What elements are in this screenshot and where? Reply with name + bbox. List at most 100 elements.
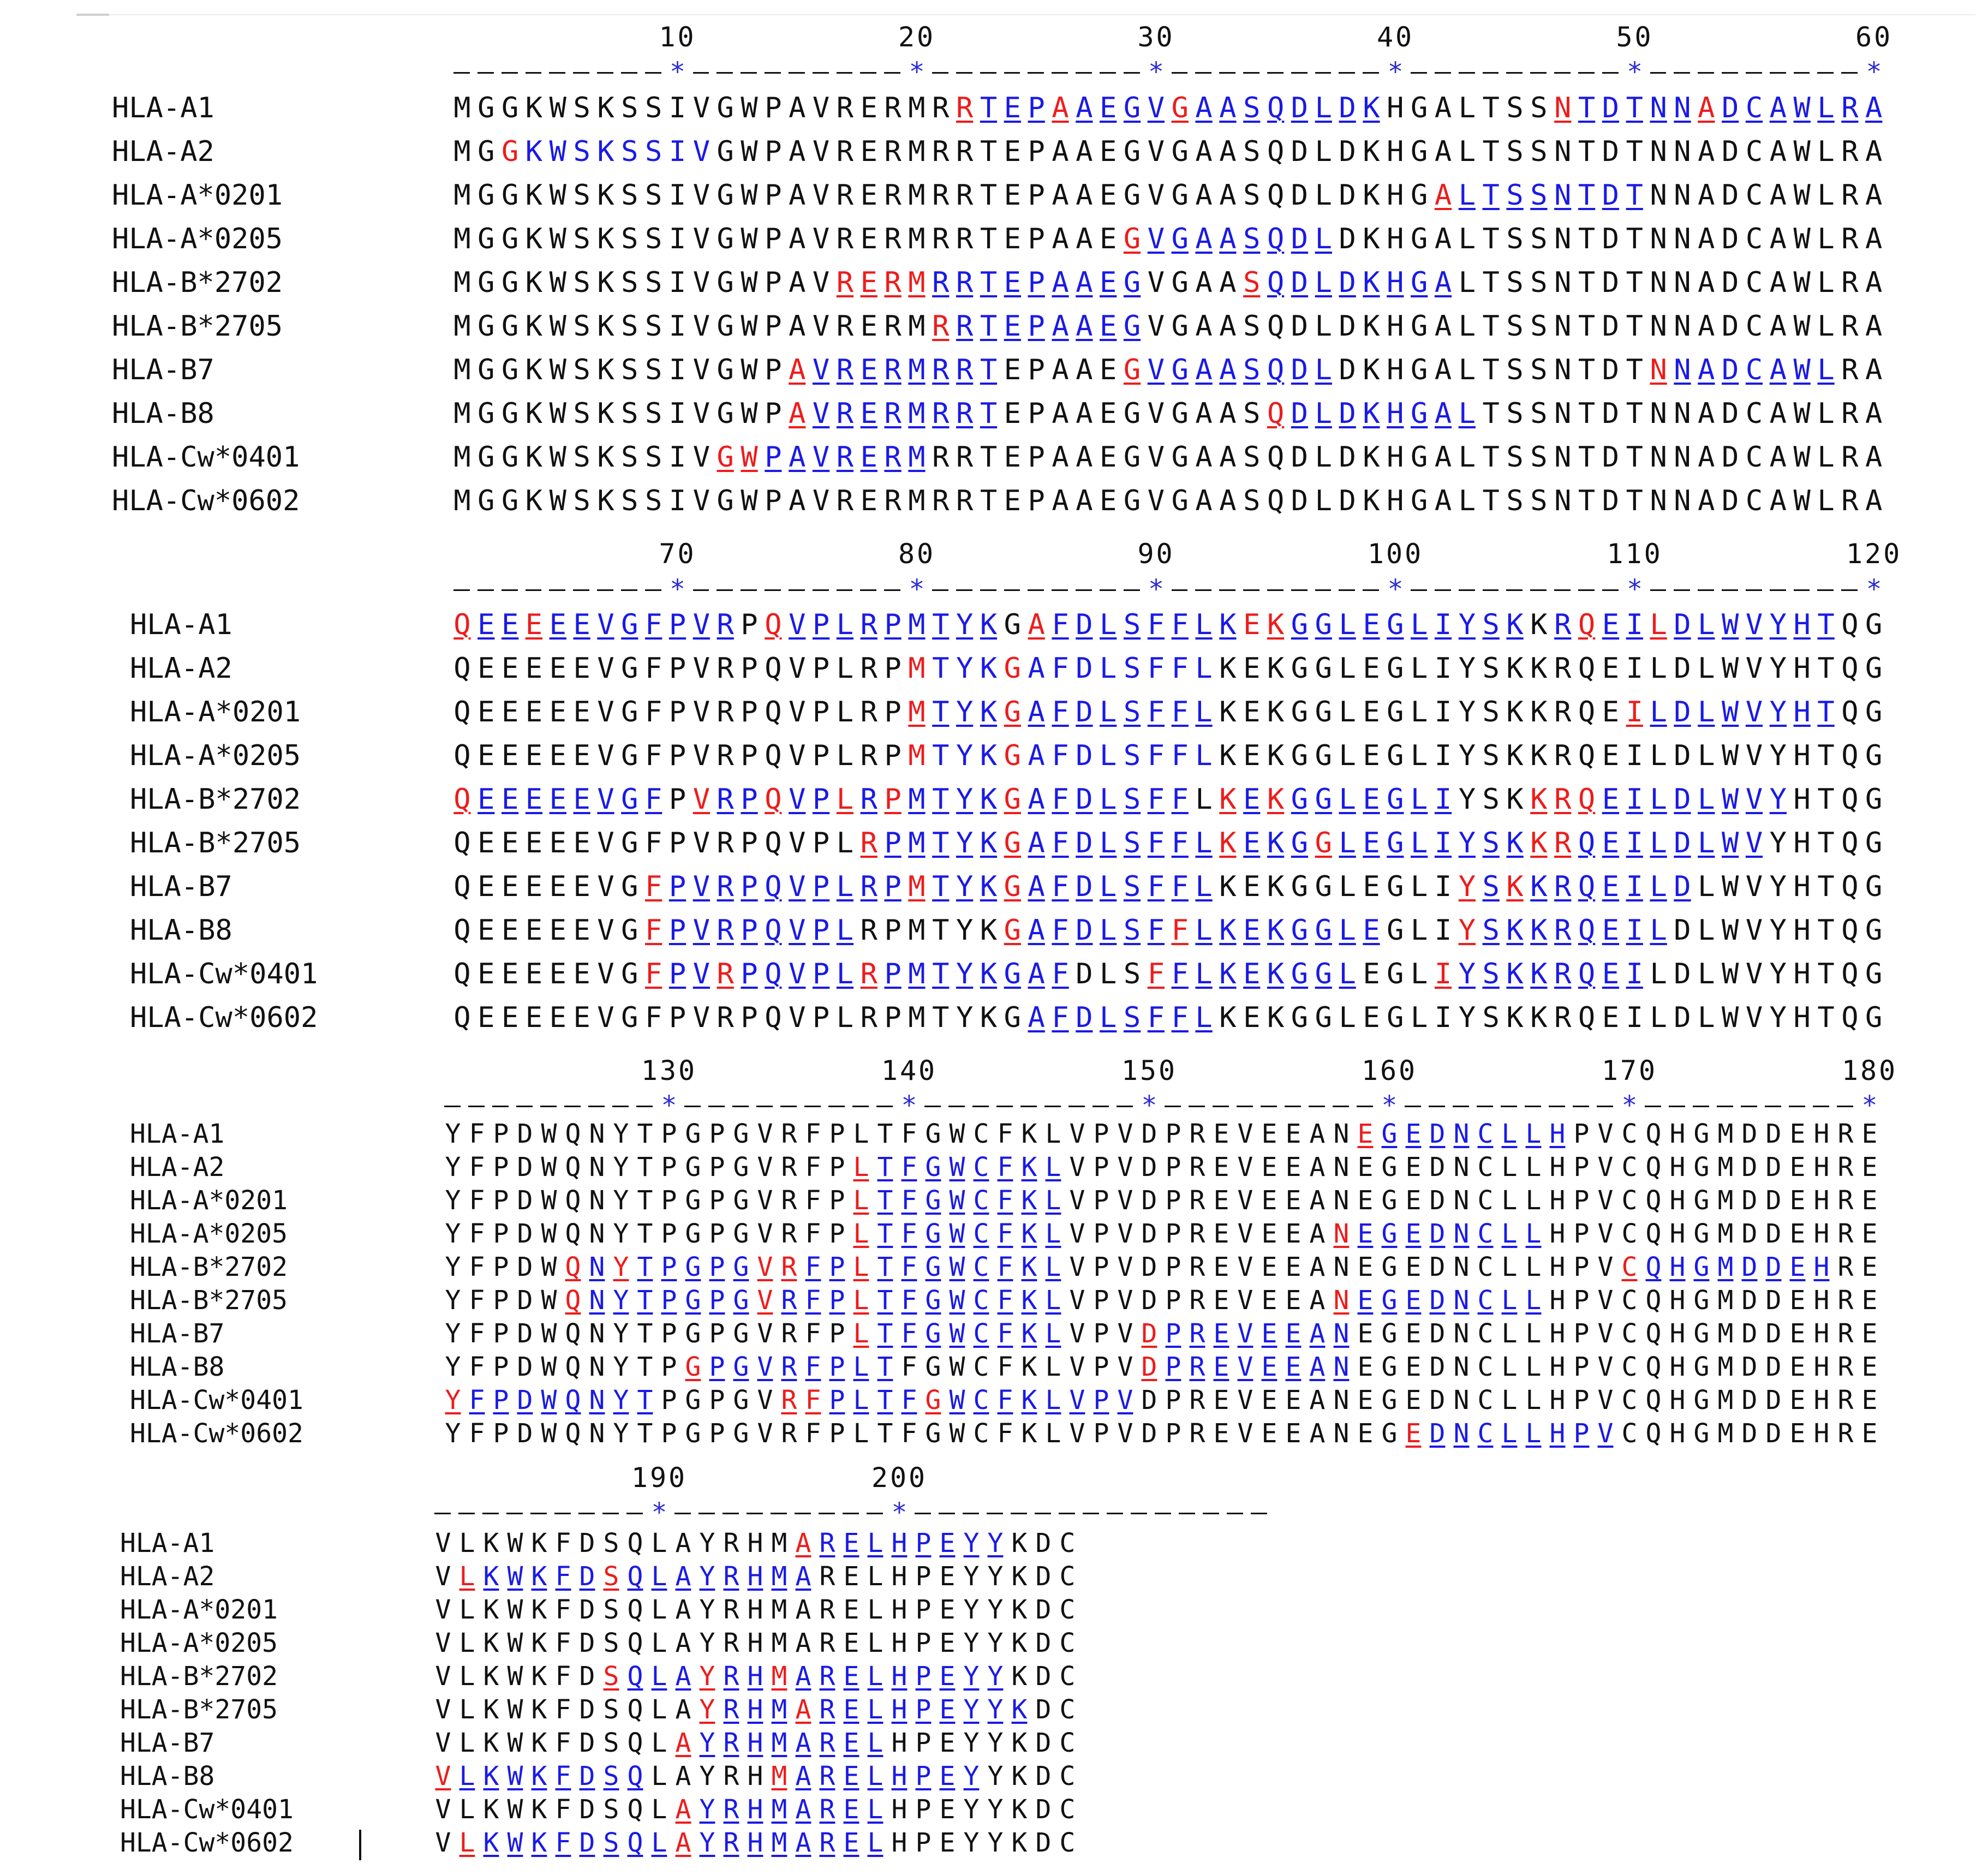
residue: A [1309,1252,1326,1282]
residue: Q [1841,870,1859,903]
residue: G [1411,92,1428,124]
residue: F [901,1219,917,1249]
allele-name: HLA-A2 [130,652,232,685]
residue: L [1698,739,1715,772]
residue: L [651,1628,667,1658]
residue: E [939,1528,956,1558]
residue: Q [1645,1418,1662,1449]
residue: R [1841,310,1859,343]
residue: L [1650,958,1667,990]
ruler-dash [597,589,613,591]
ruler-dash [1434,589,1451,591]
residue: G [1865,1001,1883,1034]
residue: R [836,135,854,168]
residue: A [1028,739,1045,772]
residue: Y [1769,696,1787,728]
residue: Y [987,1628,1004,1658]
residue: T [877,1152,893,1183]
residue: E [501,827,519,859]
ruler-dash [549,72,566,74]
residue: G [477,223,495,255]
residue: E [939,1561,956,1592]
ruler-dash [1020,1106,1037,1107]
residue: S [1530,397,1548,430]
residue: D [517,1119,533,1149]
residue: G [621,827,638,859]
residue: C [1059,1828,1076,1858]
residue: G [1123,179,1141,212]
residue: P [884,870,902,903]
residue: R [884,485,902,517]
residue: A [1052,135,1069,168]
residue: A [1028,652,1045,685]
residue: H [1549,1318,1566,1349]
residue: V [1117,1385,1133,1416]
residue: Y [699,1561,715,1592]
residue: V [1745,914,1763,947]
ruler-dash [788,72,805,74]
residue: L [1339,608,1356,641]
residue: K [597,354,614,386]
residue: D [1035,1728,1052,1758]
allele-name: HLA-A*0205 [112,223,283,255]
residue: V [812,397,830,430]
ruler-dash [723,1513,739,1514]
residue: P [829,1385,845,1416]
residue: P [493,1252,509,1282]
residue: W [1721,739,1739,772]
residue: Y [956,652,974,685]
residue: L [1817,223,1835,255]
residue: Y [956,958,974,990]
residue: G [501,397,519,430]
ruler-number: 150 [1121,1055,1178,1086]
residue: V [1597,1219,1614,1249]
residue: Y [1769,608,1787,641]
residue: W [1721,652,1739,685]
residue: K [1021,1185,1037,1216]
residue: V [1069,1119,1085,1149]
residue: A [1698,397,1715,430]
residue: G [501,135,519,168]
residue: G [733,1318,749,1349]
residue: T [637,1252,653,1282]
residue: P [668,608,686,641]
allele-name: HLA-B8 [130,914,232,947]
residue: A [1195,354,1213,386]
allele-name: HLA-Cw*0602 [130,1001,318,1034]
residue: I [1626,827,1643,859]
ruler-dash [1769,589,1786,591]
residue: R [860,783,877,816]
residue: S [621,397,638,430]
residue: H [1387,266,1404,299]
residue: K [1011,1794,1028,1825]
ruler-dash [1179,1513,1195,1514]
residue: Q [765,958,782,990]
residue: S [1506,397,1524,430]
residue: T [1482,397,1500,430]
ruler-dash [597,72,613,74]
residue: S [621,179,638,212]
residue: R [1837,1219,1854,1249]
ruler-star: * [1148,57,1165,87]
residue: G [1865,652,1883,685]
residue: P [709,1352,725,1382]
residue: D [1141,1385,1157,1416]
residue: D [1741,1219,1758,1249]
residue: E [843,1661,859,1692]
residue: W [741,135,758,168]
residue: D [1741,1352,1758,1382]
residue: E [1861,1185,1878,1216]
residue: K [531,1794,547,1825]
residue: G [1004,914,1021,947]
residue: V [692,266,711,299]
residue: P [741,652,758,685]
residue: L [1045,1352,1061,1382]
residue: R [836,179,854,212]
residue: N [1674,179,1691,212]
ruler-dash [1076,589,1092,591]
residue: N [1650,397,1667,430]
residue: W [1721,914,1739,947]
residue: T [980,223,998,255]
residue: P [1093,1285,1109,1316]
